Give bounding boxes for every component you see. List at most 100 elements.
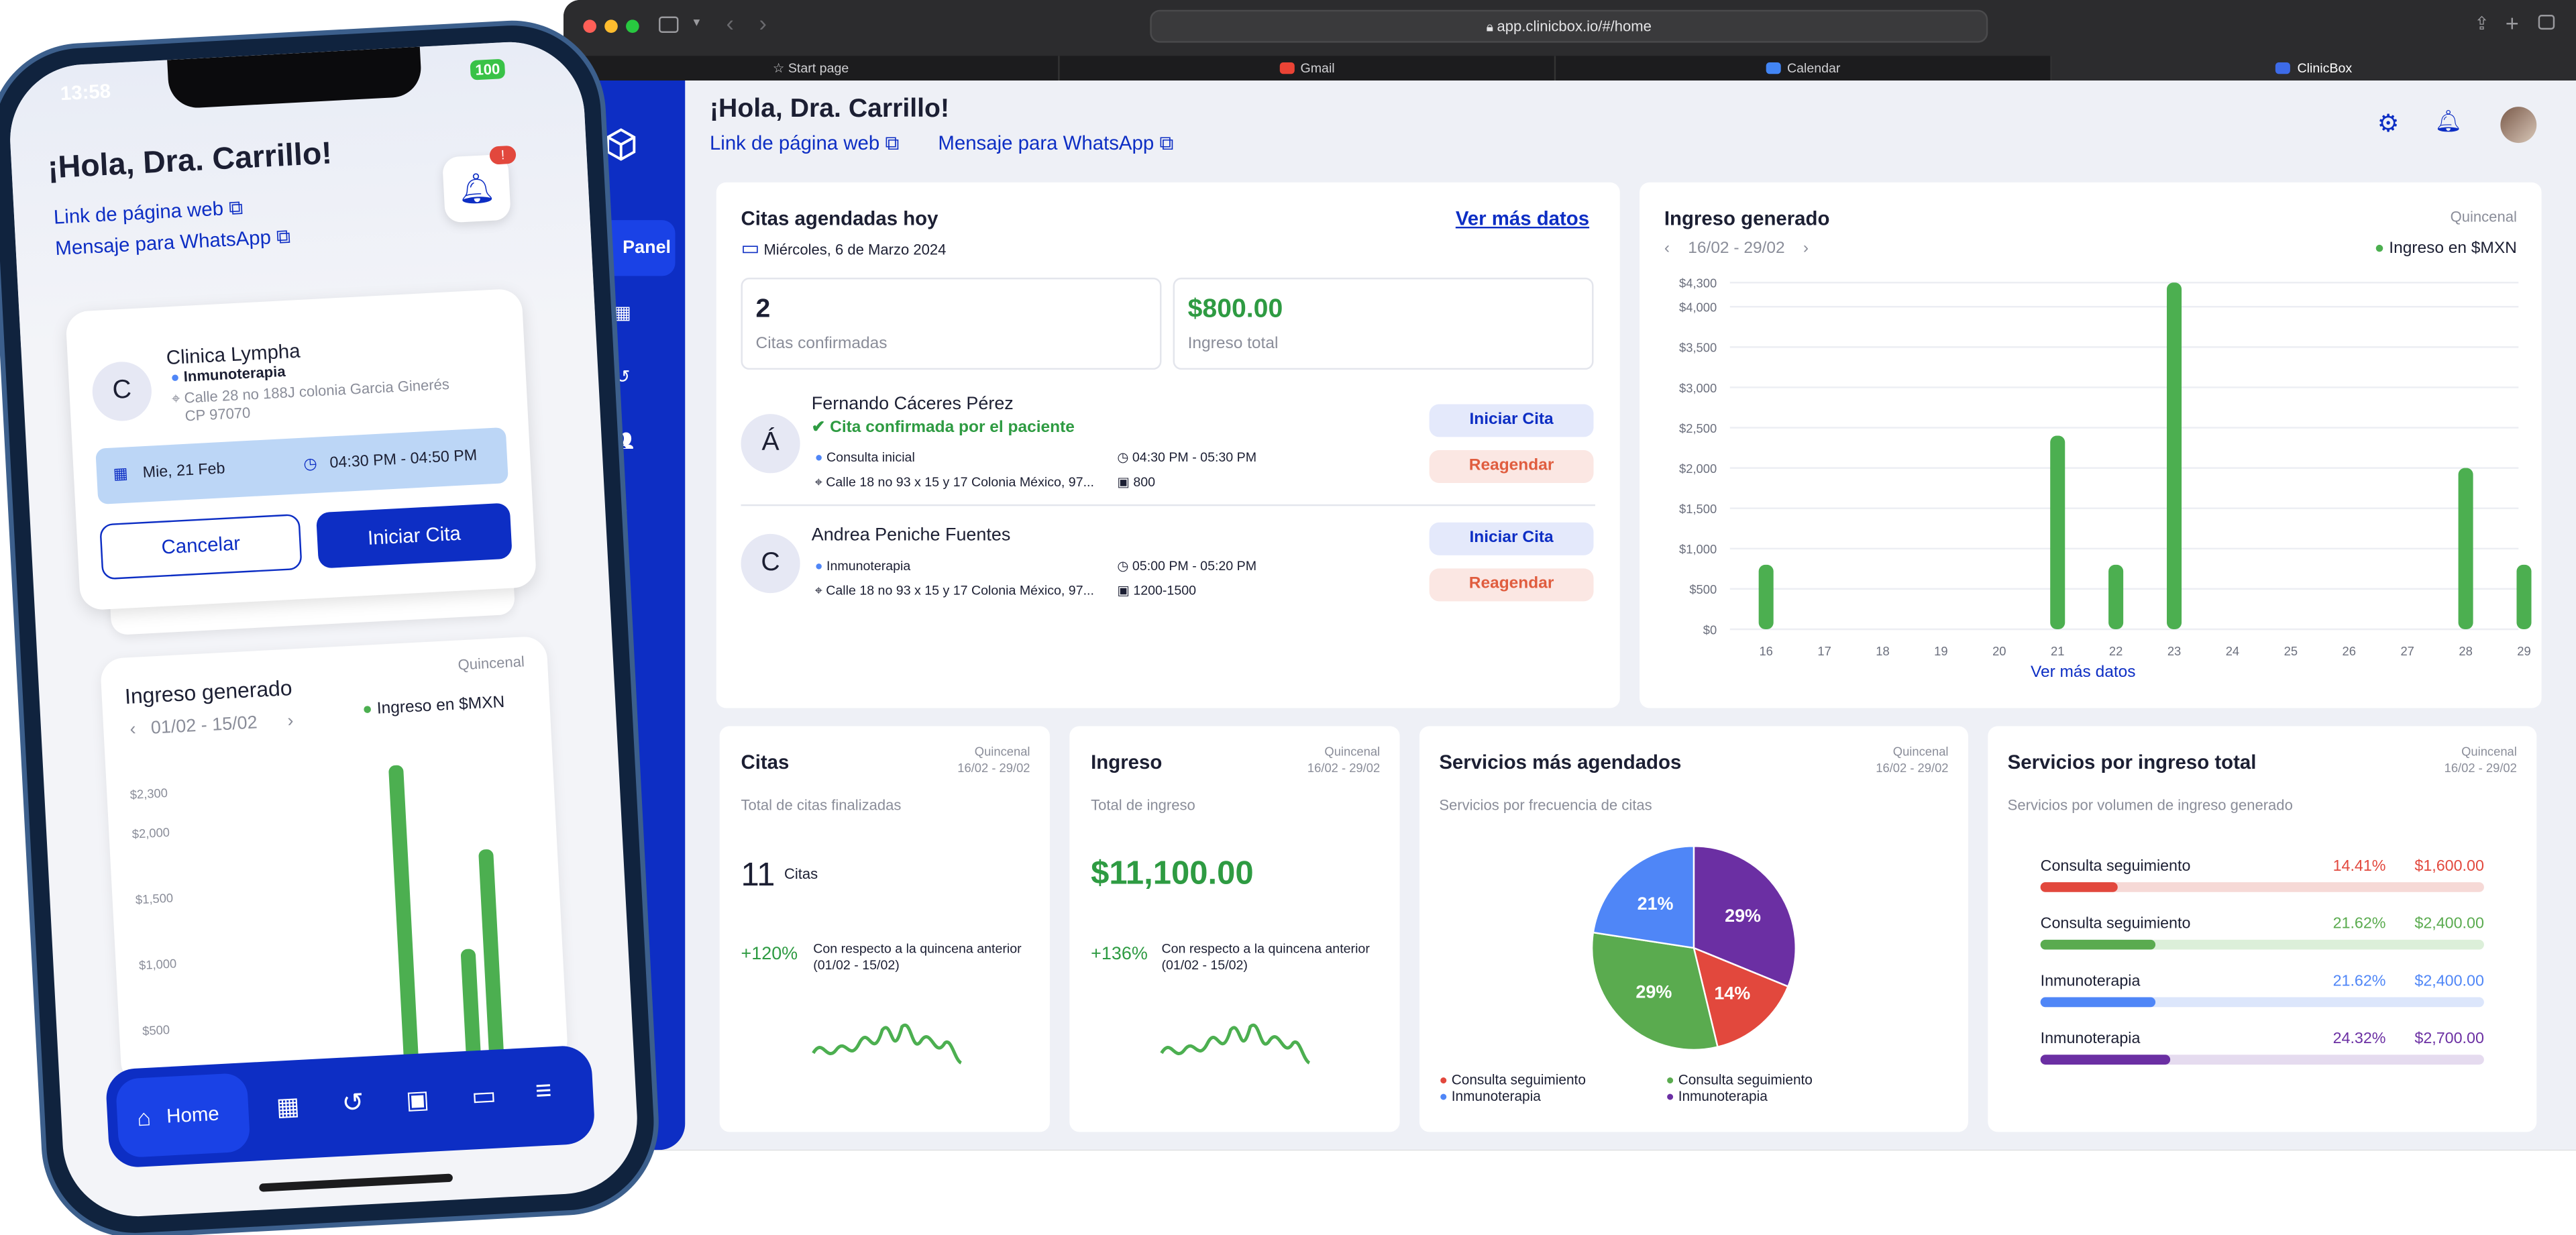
progress-track [2040,1055,2484,1065]
history-icon[interactable]: ↺ [341,1089,365,1119]
legend-label: Ingreso en $MXN [2389,239,2517,258]
chevron-left-icon[interactable]: ‹ [1664,239,1670,258]
browser-tabs: ☆ Start page Gmail Calendar [564,56,2052,81]
calendar-icon: ▭ [741,236,760,260]
y-tick-label: $2,000 [1679,462,1717,476]
back-icon[interactable]: ‹ [726,9,734,36]
tab-start-page[interactable]: ☆ Start page [564,56,1060,81]
start-appointment-button[interactable]: Iniciar Cita [315,502,513,569]
legend-item: ● Consulta seguimiento [1439,1071,1586,1087]
tab-home[interactable]: ⌂ Home [115,1072,251,1159]
y-tick-label: $0 [1703,623,1717,637]
whatsapp-link[interactable]: Mensaje para WhatsApp ⧉ [938,131,1173,156]
y-tick-label: $3,500 [1679,341,1717,355]
sidebar-item-calendar[interactable]: ▦ [610,301,636,327]
chat-icon[interactable]: ▭ [470,1082,498,1112]
address: ⌖ Calle 18 no 93 x 15 y 17 Colonia Méxic… [815,583,1094,599]
service: ● Inmunoterapia [815,559,911,574]
chart-title: Ingreso generado [124,675,293,709]
forward-icon[interactable]: › [759,9,767,36]
income-box: $800.00 Ingreso total [1173,277,1594,370]
legend-dot-icon: ● [362,700,373,720]
copy-icon[interactable]: ⧉ [1159,131,1174,155]
clock-icon: ◷ [1117,558,1129,574]
service: ● Consulta inicial [815,450,915,465]
copy-icon[interactable]: ⧉ [885,131,900,155]
legend-label: Consulta seguimiento [1678,1071,1813,1088]
service-name: Inmunoterapia [2040,972,2141,991]
contact-icon[interactable]: ▣ [405,1085,430,1116]
status-time: 13:58 [60,79,111,105]
start-appointment-button[interactable]: Iniciar Cita [1429,522,1594,555]
minimize-window-button[interactable] [604,19,618,33]
battery-indicator: 100 [470,58,506,80]
kpi-subtitle: Total de ingreso [1091,796,1195,814]
chevron-right-icon[interactable]: › [1803,239,1809,258]
more-data-link[interactable]: Ver más datos [1455,207,1590,230]
tab-overview-icon[interactable] [2538,15,2555,30]
period-type: Quincenal [2450,209,2517,225]
kpi-title: Ingreso [1091,751,1163,774]
notifications-button[interactable]: 🔔︎ [441,154,511,223]
confirmed-count: 2 [755,295,771,324]
pie-slice-label: 14% [1714,983,1750,1004]
total-income: $800.00 [1187,295,1283,324]
appointments-date: ▭ Miércoles, 6 de Marzo 2024 [741,237,946,260]
legend-item: ● Consulta seguimiento [1666,1071,1813,1087]
x-tick-label: 26 [2343,644,2356,658]
chevron-left-icon[interactable]: ‹ [129,719,137,740]
gear-icon[interactable]: ⚙ [2377,110,2400,138]
avatar: C [91,360,154,423]
menu-icon[interactable]: ≡ [534,1074,553,1107]
period-range: 16/02 - 29/02 [957,760,1030,775]
pie-title: Servicios más agendados [1439,751,1682,774]
chevron-right-icon[interactable]: › [286,711,294,732]
kpi-subtitle: Total de citas finalizadas [741,796,902,814]
date-text: Miércoles, 6 de Marzo 2024 [763,241,947,258]
kpi-period: Quincenal 16/02 - 29/02 [1307,744,1380,777]
list-item: Consulta seguimiento 21.62% $2,400.00 [2040,915,2484,958]
period-type: Quincenal [2461,744,2517,759]
y-tick-label: $500 [142,1022,170,1039]
reschedule-button[interactable]: Reagendar [1429,568,1594,602]
calendar-icon[interactable]: ▦ [275,1093,301,1122]
list-item: Inmunoterapia 21.62% $2,400.00 [2040,972,2484,1016]
pin-icon: ⌖ [814,583,822,598]
tab-calendar[interactable]: Calendar [1556,56,2052,81]
close-window-button[interactable] [583,19,596,33]
url-text: app.clinicbox.io/#/home [1497,17,1652,35]
value-text: 11 [741,857,775,894]
web-link[interactable]: Link de página web ⧉ [710,131,899,156]
sidebar-toggle-icon[interactable] [659,16,679,33]
new-tab-icon[interactable]: + [2505,9,2519,36]
bell-icon[interactable]: 🔔︎ [2434,108,2462,133]
price-label: 1200-1500 [1133,583,1197,598]
legend-label: Ingreso en $MXN [376,694,505,719]
copy-icon[interactable]: ⧉ [276,224,291,249]
sidebar-item-history[interactable]: ↺ [610,365,636,391]
start-appointment-button[interactable]: Iniciar Cita [1429,404,1594,437]
share-icon[interactable]: ⇪ [2474,15,2489,35]
chevron-down-icon[interactable]: ▾ [693,15,700,30]
service-percent: 14.41% [2332,857,2386,876]
chart-more-link[interactable]: Ver más datos [2030,663,2136,682]
avatar[interactable] [2500,107,2537,144]
star-icon: ☆ [772,60,788,76]
service-amount: $2,400.00 [2414,915,2484,934]
services-income-subtitle: Servicios por volumen de ingreso generad… [2007,796,2293,814]
appointments-title: Citas agendadas hoy [741,207,938,230]
time-label: 05:00 PM - 05:20 PM [1132,558,1257,574]
history-icon: ↺ [614,368,631,388]
maximize-window-button[interactable] [626,19,639,33]
legend-dot-icon: ● [2374,239,2385,258]
reschedule-button[interactable]: Reagendar [1429,450,1594,484]
range-text: 01/02 - 15/02 [150,713,258,739]
address-bar[interactable]: 🔒︎ app.clinicbox.io/#/home [1150,9,1988,43]
tab-clinicbox[interactable]: ClinicBox [2051,56,2576,81]
tab-gmail[interactable]: Gmail [1060,56,1556,81]
copy-icon[interactable]: ⧉ [228,195,244,220]
money-icon: ▣ [1117,474,1130,490]
list-item: Consulta seguimiento 14.41% $1,600.00 [2040,857,2484,900]
cancel-button[interactable]: Cancelar [99,513,303,580]
chart-bar [2108,564,2124,629]
